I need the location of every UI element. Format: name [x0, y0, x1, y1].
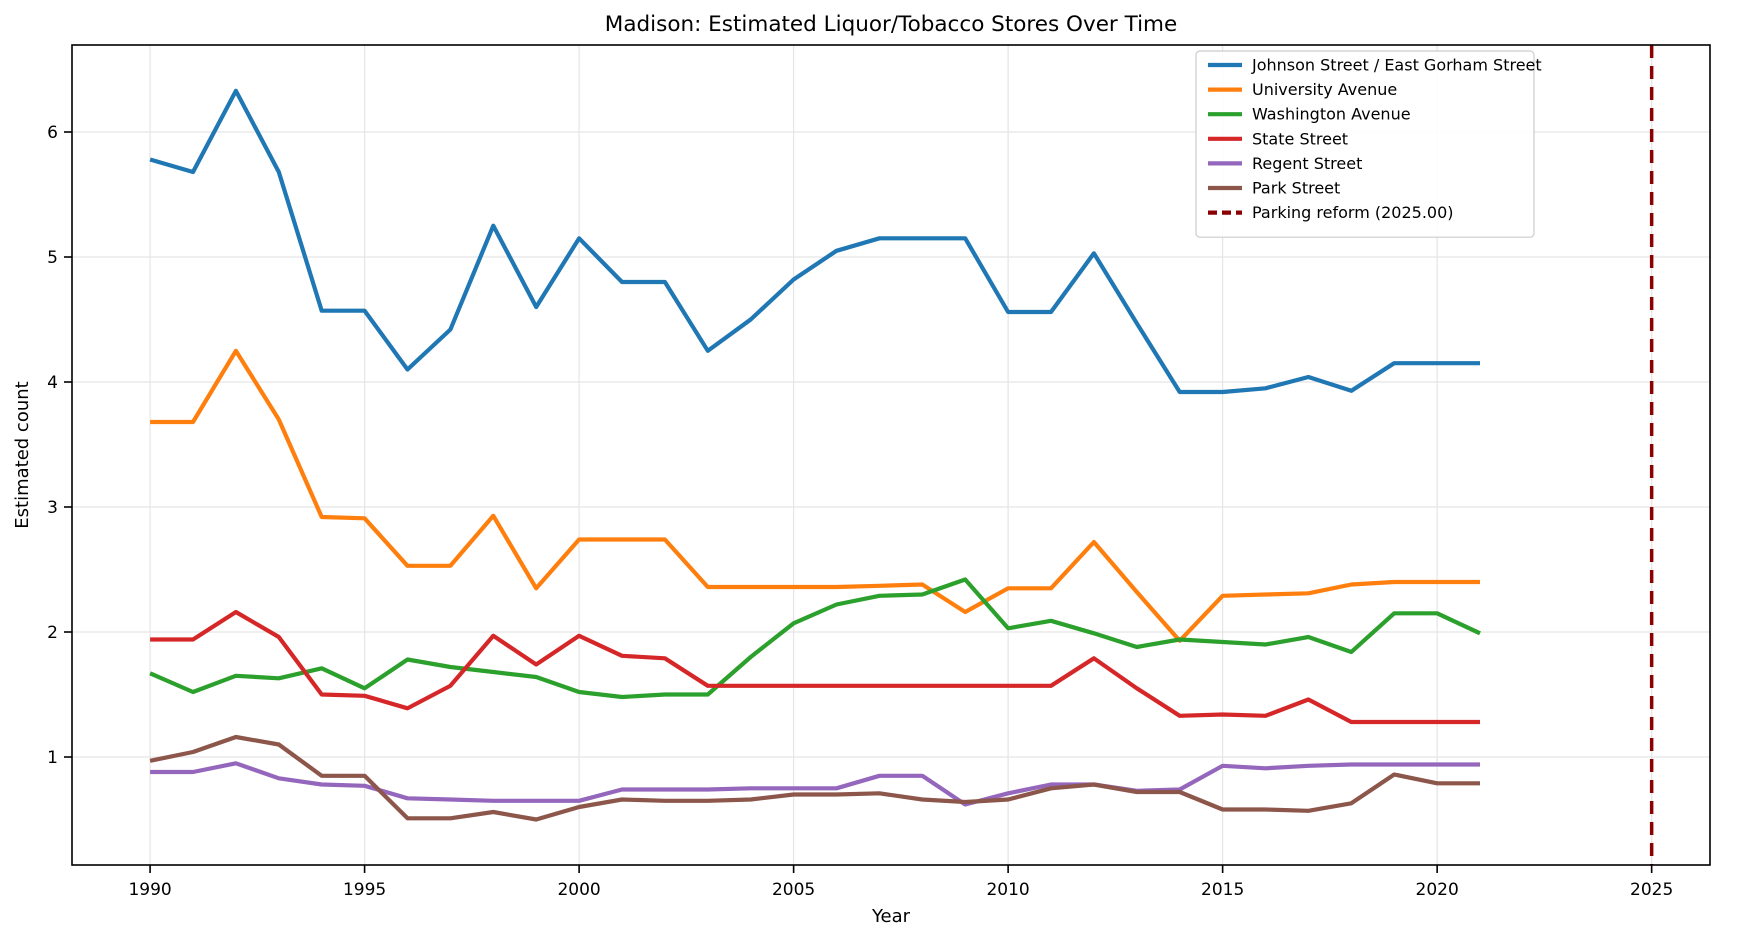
x-tick-label: 1995	[343, 880, 386, 900]
y-tick-label: 2	[47, 623, 58, 643]
series-line	[149, 88, 1480, 395]
x-tick-label: 2010	[986, 880, 1029, 900]
legend-item: Regent Street	[1208, 154, 1362, 173]
legend-item: Johnson Street / East Gorham Street	[1208, 56, 1542, 75]
chart-title: Madison: Estimated Liquor/Tobacco Stores…	[605, 12, 1177, 37]
legend-box	[1195, 50, 1535, 238]
legend-item: University Avenue	[1208, 80, 1397, 99]
y-tick-label: 1	[47, 748, 58, 768]
y-tick-label: 3	[47, 498, 58, 518]
legend-item-label: State Street	[1252, 129, 1348, 148]
legend-item-label: University Avenue	[1252, 80, 1397, 99]
legend-item: Washington Avenue	[1208, 105, 1411, 124]
legend-item: Park Street	[1208, 179, 1340, 198]
legend-item-label: Johnson Street / East Gorham Street	[1251, 56, 1542, 75]
y-tick-label: 6	[47, 123, 58, 143]
y-tick-label: 4	[47, 373, 58, 393]
series-line	[150, 761, 1480, 807]
plot-frame	[71, 44, 1711, 866]
legend: Johnson Street / East Gorham Street Unive…	[1195, 50, 1542, 238]
series-line	[149, 734, 1480, 822]
x-tick-label: 2020	[1416, 880, 1459, 900]
y-tick-label: 5	[47, 248, 58, 268]
x-tick-label: 2015	[1201, 880, 1244, 900]
x-tick-label: 2025	[1630, 880, 1673, 900]
y-axis-label: Estimated count	[12, 381, 33, 528]
legend-item-label: Parking reform (2025.00)	[1252, 203, 1454, 222]
legend-item-label: Regent Street	[1252, 154, 1362, 173]
legend-item-label: Park Street	[1252, 179, 1340, 198]
series-line	[150, 609, 1480, 725]
x-tick-label: 2005	[772, 880, 815, 900]
x-tick-label: 1990	[128, 880, 171, 900]
series-line	[150, 348, 1480, 643]
x-axis-label: Year	[871, 906, 911, 927]
x-tick-label: 2000	[557, 880, 600, 900]
series-line	[149, 577, 1481, 700]
legend-item: State Street	[1208, 129, 1348, 148]
legend-item-label: Washington Avenue	[1252, 105, 1411, 124]
legend-item: Parking reform (2025.00)	[1208, 203, 1454, 222]
